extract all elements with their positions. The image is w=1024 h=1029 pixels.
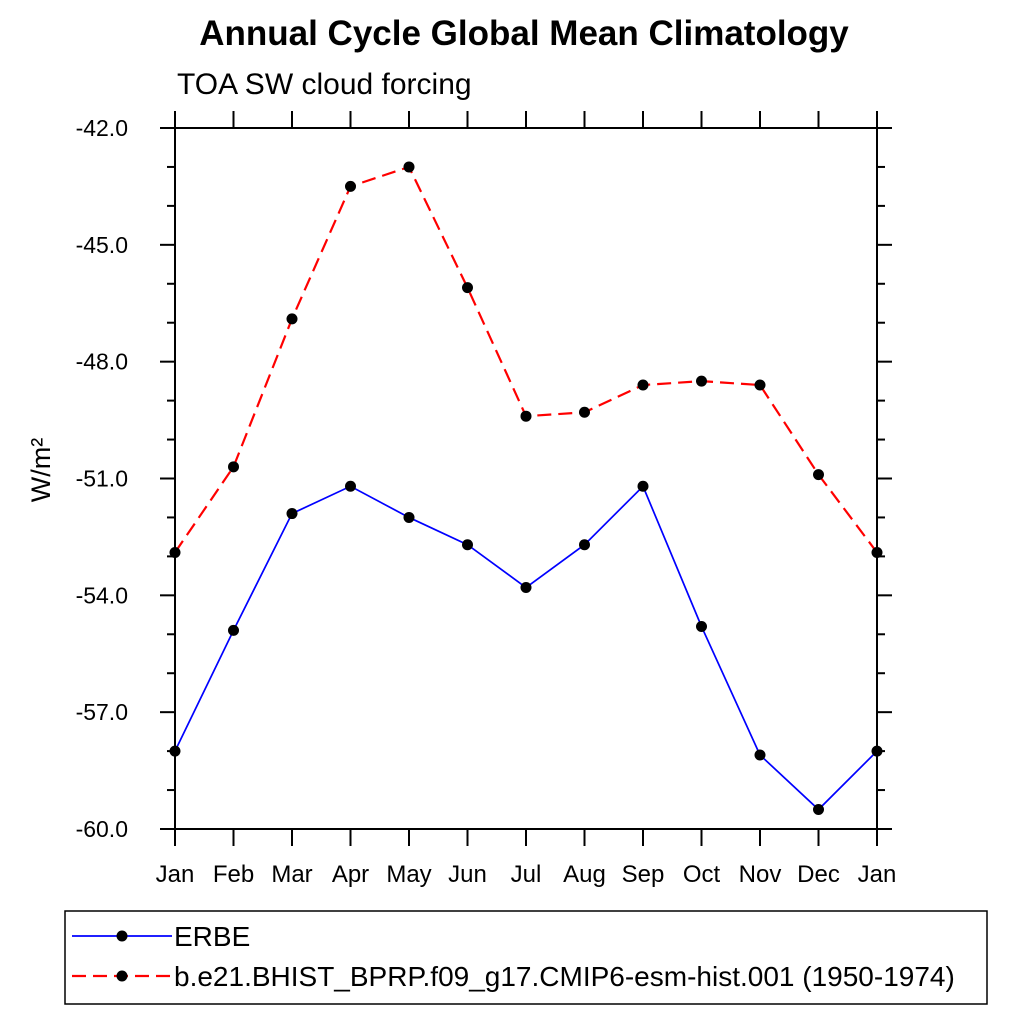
data-point-marker-erbe (813, 804, 824, 816)
legend-marker-model (116, 970, 128, 982)
y-tick-label: -54.0 (76, 582, 128, 608)
x-tick-label: Dec (797, 861, 840, 888)
legend-label-erbe: ERBE (174, 921, 250, 952)
y-axis-title: W/m² (26, 438, 56, 502)
series-layer (169, 161, 883, 816)
chart-title: Annual Cycle Global Mean Climatology (199, 14, 849, 53)
data-point-marker-model (345, 180, 356, 192)
data-point-marker-erbe (871, 745, 883, 757)
x-tick-label: Aug (563, 861, 606, 888)
x-tick-label: Jul (511, 861, 542, 888)
data-point-marker-model (462, 282, 473, 294)
data-point-marker-model (403, 161, 415, 173)
data-point-marker-model (637, 379, 649, 391)
legend-label-model: b.e21.BHIST_BPRP.f09_g17.CMIP6-esm-hist.… (174, 961, 955, 992)
x-tick-label: Jan (156, 861, 195, 888)
plot-frame (174, 127, 878, 830)
data-point-marker-erbe (579, 539, 590, 551)
legend-marker-erbe (116, 930, 128, 942)
data-point-marker-erbe (228, 624, 239, 636)
data-point-marker-model (871, 546, 883, 558)
x-tick-label: Feb (213, 861, 254, 888)
data-point-marker-model (520, 410, 532, 422)
x-tick-label: Apr (332, 861, 369, 888)
y-tick-label: -42.0 (76, 115, 128, 141)
x-tick-label: May (386, 861, 431, 888)
data-point-marker-model (813, 469, 824, 481)
data-point-marker-erbe (520, 582, 532, 594)
y-tick-label: -51.0 (76, 466, 128, 492)
y-tick-label: -45.0 (76, 232, 128, 258)
y-tick-label: -57.0 (76, 699, 128, 725)
x-tick-label: Oct (683, 861, 721, 888)
data-point-marker-erbe (345, 480, 356, 492)
data-point-marker-model (286, 313, 298, 325)
data-point-marker-model (228, 461, 239, 473)
data-point-marker-model (696, 375, 707, 387)
chart-subtitle: TOA SW cloud forcing (177, 68, 472, 101)
data-point-marker-erbe (754, 749, 766, 761)
data-point-marker-erbe (169, 745, 181, 757)
x-tick-label: Jan (858, 861, 897, 888)
data-point-marker-model (579, 406, 590, 418)
x-tick-label: Mar (271, 861, 312, 888)
data-point-marker-model (169, 546, 181, 558)
x-tick-label: Sep (622, 861, 665, 888)
data-point-marker-erbe (403, 511, 415, 523)
data-point-marker-model (754, 379, 766, 391)
legend-layer: ERBE b.e21.BHIST_BPRP.f09_g17.CMIP6-esm-h… (64, 910, 988, 1005)
axes-layer: -42.0 -45.0 -48.0 -51.0 -54.0 -57.0 -60.0 Jan Fe… (76, 111, 897, 888)
y-tick-label: -48.0 (76, 349, 128, 375)
legend-box (64, 910, 988, 1005)
data-point-marker-erbe (637, 480, 649, 492)
x-tick-label: Nov (739, 861, 782, 888)
y-tick-label: -60.0 (76, 816, 128, 842)
data-point-marker-erbe (462, 539, 473, 551)
series-line-erbe (174, 484, 878, 811)
data-point-marker-erbe (696, 620, 707, 632)
x-tick-label: Jun (448, 861, 487, 888)
series-line-model (174, 165, 878, 554)
data-point-marker-erbe (286, 508, 298, 520)
